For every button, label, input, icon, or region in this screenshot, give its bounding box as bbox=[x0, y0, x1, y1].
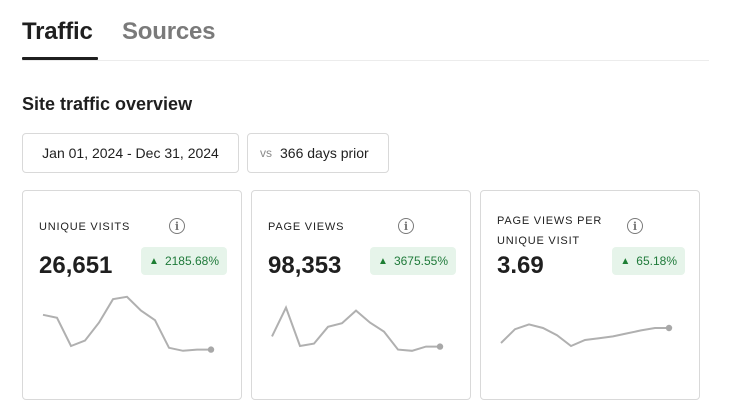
delta-badge: ▲ 65.18% bbox=[612, 247, 685, 275]
sparkline-line bbox=[42, 295, 211, 352]
date-range-button[interactable]: Jan 01, 2024 - Dec 31, 2024 bbox=[22, 133, 239, 173]
info-icon[interactable]: i bbox=[169, 218, 185, 234]
metric-value: 98,353 bbox=[268, 252, 342, 279]
metric-value: 26,651 bbox=[39, 252, 113, 279]
arrow-up-icon: ▲ bbox=[378, 255, 388, 267]
metric-card-page-views: PAGE VIEWS i 98,353 ▲ 3675.55% bbox=[251, 190, 471, 400]
metric-card-unique-visits: UNIQUE VISITS i 26,651 ▲ 2185.68% bbox=[22, 190, 242, 400]
info-icon[interactable]: i bbox=[627, 218, 643, 234]
sparkline bbox=[271, 305, 444, 352]
metric-card-page-views-per-visit: PAGE VIEWS PER UNIQUE VISIT i 3.69 ▲ 65.… bbox=[480, 190, 700, 400]
sparkline-end-dot bbox=[436, 343, 444, 350]
active-tab-indicator bbox=[22, 57, 98, 60]
sparkline-end-dot bbox=[665, 324, 673, 332]
sparkline bbox=[500, 323, 673, 348]
sparkline-line bbox=[500, 323, 669, 348]
tab-traffic[interactable]: Traffic bbox=[22, 18, 93, 45]
compare-prefix: vs bbox=[260, 146, 272, 160]
tab-sources[interactable]: Sources bbox=[122, 18, 216, 45]
tab-bar: Traffic Sources bbox=[22, 14, 709, 61]
date-range-label: Jan 01, 2024 - Dec 31, 2024 bbox=[42, 145, 219, 161]
sparkline bbox=[42, 295, 215, 353]
info-icon[interactable]: i bbox=[398, 218, 414, 234]
delta-value: 65.18% bbox=[636, 254, 677, 268]
arrow-up-icon: ▲ bbox=[149, 255, 159, 267]
metric-label: PAGE VIEWS bbox=[268, 221, 345, 233]
sparkline-end-dot bbox=[207, 346, 215, 353]
metric-label: UNIQUE VISITS bbox=[39, 221, 131, 233]
delta-badge: ▲ 3675.55% bbox=[370, 247, 456, 275]
sparkline-line bbox=[271, 305, 440, 352]
metric-label: PAGE VIEWS PER UNIQUE VISIT bbox=[497, 215, 603, 247]
section-title: Site traffic overview bbox=[22, 94, 193, 114]
delta-value: 2185.68% bbox=[164, 254, 219, 268]
delta-value: 3675.55% bbox=[393, 254, 448, 268]
compare-period-button[interactable]: vs 366 days prior bbox=[247, 133, 389, 173]
compare-period-label: 366 days prior bbox=[280, 145, 369, 161]
metric-value: 3.69 bbox=[497, 252, 544, 279]
arrow-up-icon: ▲ bbox=[620, 255, 631, 267]
delta-badge: ▲ 2185.68% bbox=[141, 247, 227, 275]
